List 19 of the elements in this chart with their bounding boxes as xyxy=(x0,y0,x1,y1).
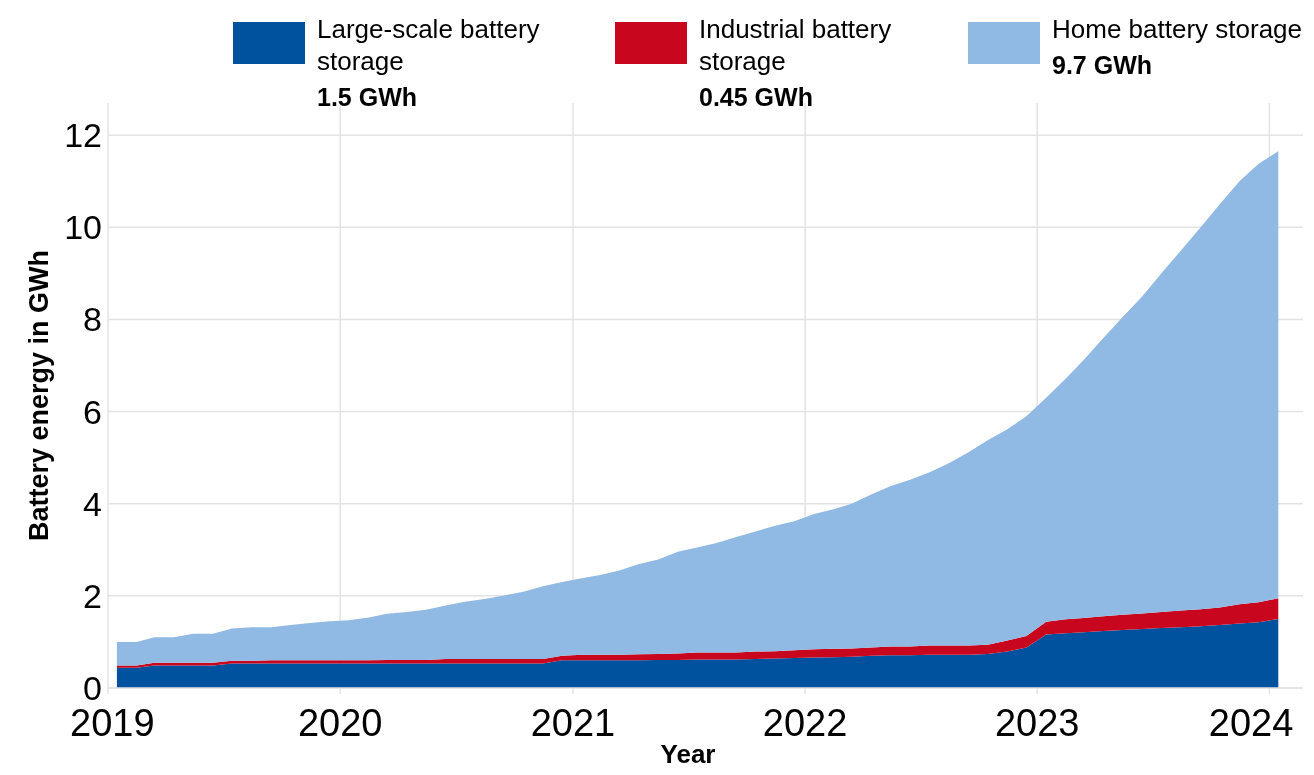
y-tick-label: 12 xyxy=(64,116,102,155)
x-tick-label: 2022 xyxy=(762,702,848,744)
x-tick-label: 2020 xyxy=(297,702,383,744)
y-tick-label: 6 xyxy=(83,392,102,431)
x-tick-label: 2023 xyxy=(994,702,1080,744)
y-axis-title: Battery energy in GWh xyxy=(24,249,54,542)
x-axis-title: Year xyxy=(660,739,716,769)
y-tick-label: 10 xyxy=(64,208,102,247)
y-tick-label: 2 xyxy=(83,576,102,615)
y-tick-label: 8 xyxy=(83,300,102,339)
text: 9.7 GWh xyxy=(1052,51,1153,79)
legend-label: Industrial battery storage xyxy=(699,14,892,76)
annotation: 0.45 GWh xyxy=(699,83,813,111)
legend-label: Large-scale battery storage xyxy=(317,14,540,76)
y-tick-label: 4 xyxy=(83,484,102,523)
x-tick-label: 2021 xyxy=(530,702,616,744)
x-tick-label: 2024 xyxy=(1208,702,1294,744)
annotation: 1.5 GWh xyxy=(317,83,418,111)
legend-label: Home battery storage xyxy=(1052,14,1303,44)
